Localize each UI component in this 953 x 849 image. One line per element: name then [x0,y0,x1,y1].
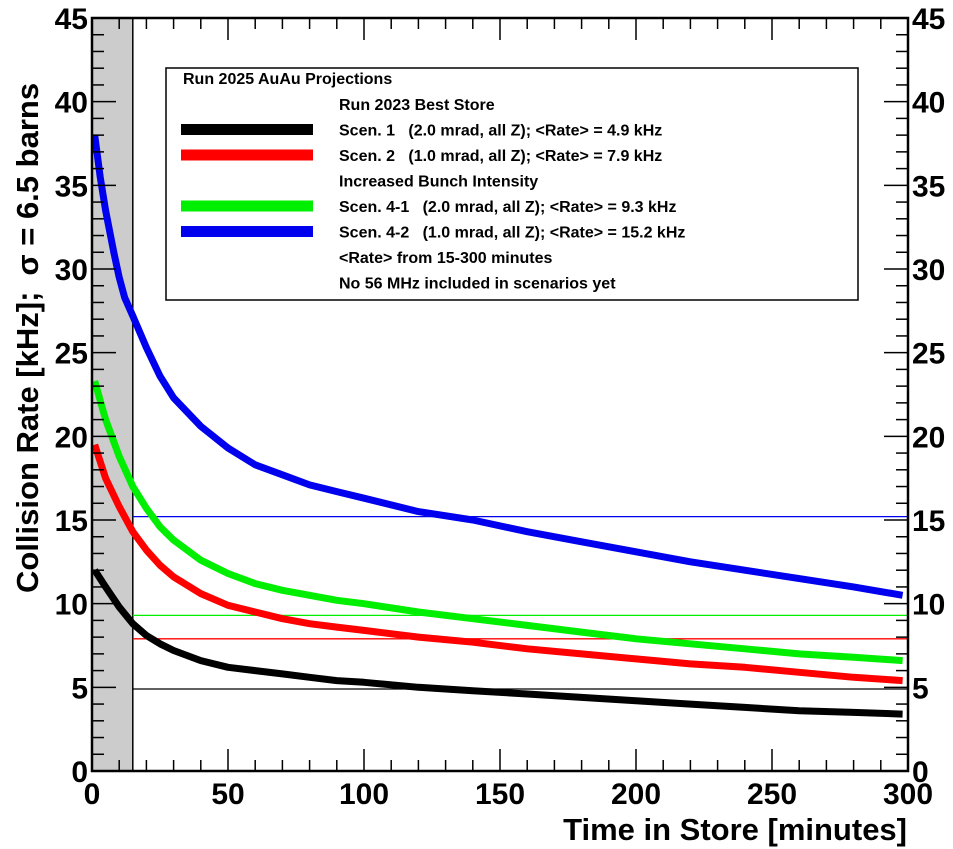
legend-title: Run 2025 AuAu Projections [183,71,392,88]
x-tick-label: 250 [747,778,797,811]
legend-entry-label: Scen. 4-1 (2.0 mrad, all Z); <Rate> = 9.… [339,199,676,216]
x-tick-label: 100 [339,778,389,811]
y-tick-label-right: 35 [912,170,945,203]
y-tick-label-right: 25 [912,338,945,371]
y-tick-label-right: 10 [912,589,945,622]
y-tick-label-right: 40 [912,87,945,120]
y-tick-label: 20 [55,421,88,454]
series-line-1 [91,568,903,718]
legend-entry-label: Scen. 4-2 (1.0 mrad, all Z); <Rate> = 15… [339,225,685,242]
y-tick-label: 15 [55,505,88,538]
legend: Run 2025 AuAu Projections Run 2023 Best … [165,67,859,301]
y-tick-label: 30 [55,254,88,287]
series-line-4 [91,134,904,599]
y-tick-label: 10 [55,589,88,622]
y-tick-label: 5 [71,672,88,705]
y-tick-label-right: 15 [912,505,945,538]
x-axis-title: Time in Store [minutes] [563,812,907,847]
y-tick-label-right: 30 [912,254,945,287]
y-tick-label-right: 45 [912,3,945,36]
legend-box [165,67,859,301]
axis-ticks [91,17,909,772]
legend-entry-label: Scen. 2 (1.0 mrad, all Z); <Rate> = 7.9 … [339,148,662,165]
series-line-2 [91,443,903,685]
legend-header-label: Increased Bunch Intensity [339,174,538,191]
series-lines [91,134,904,718]
y-tick-label: 25 [55,338,88,371]
y-tick-label: 0 [71,756,88,789]
y-tick-label-right: 0 [912,756,929,789]
x-tick-label: 0 [84,778,101,811]
y-axis-title-sigma: σ = 6.5 barns [10,83,45,276]
legend-header-label: No 56 MHz included in scenarios yet [339,276,616,293]
y-tick-label: 45 [55,3,88,36]
series-line-3 [91,380,903,665]
legend-rows: Run 2023 Best Store Scen. 1 (2.0 mrad, al… [181,97,685,293]
y-axis-title: Collision Rate [kHz]; σ = 6.5 barns [10,83,45,593]
x-tick-label: 200 [611,778,661,811]
y-tick-label: 35 [55,170,88,203]
x-tick-label: 50 [211,778,244,811]
legend-entry-label: Scen. 1 (2.0 mrad, all Z); <Rate> = 4.9 … [339,123,662,140]
y-tick-label-right: 20 [912,421,945,454]
legend-header-label: <Rate> from 15-300 minutes [339,250,553,267]
y-tick-label: 40 [55,87,88,120]
legend-header-label: Run 2023 Best Store [339,97,495,114]
y-axis-title-main: Collision Rate [kHz]; [10,292,45,593]
x-tick-label: 300 [883,778,933,811]
x-tick-label: 150 [475,778,525,811]
y-tick-label-right: 5 [912,672,929,705]
